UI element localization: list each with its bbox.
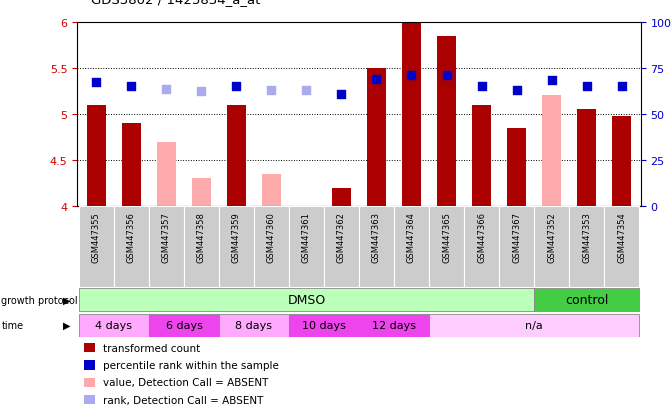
- Text: GSM447363: GSM447363: [372, 211, 381, 262]
- Bar: [472, 105, 491, 206]
- Text: GSM447354: GSM447354: [617, 211, 626, 262]
- Point: [616, 84, 627, 90]
- Text: GSM447364: GSM447364: [407, 211, 416, 262]
- Text: GDS3802 / 1425834_a_at: GDS3802 / 1425834_a_at: [91, 0, 260, 6]
- Bar: [359, 314, 429, 337]
- Point: [91, 79, 102, 86]
- Bar: [464, 206, 499, 287]
- Bar: [289, 314, 359, 337]
- Bar: [569, 206, 604, 287]
- Text: rank, Detection Call = ABSENT: rank, Detection Call = ABSENT: [103, 395, 263, 405]
- Bar: [79, 206, 114, 287]
- Text: growth protocol: growth protocol: [1, 295, 78, 305]
- Bar: [332, 188, 351, 206]
- Bar: [437, 36, 456, 206]
- Text: 8 days: 8 days: [236, 320, 272, 330]
- Bar: [157, 142, 176, 206]
- Bar: [87, 105, 106, 206]
- Bar: [402, 23, 421, 206]
- Bar: [227, 105, 246, 206]
- Text: 6 days: 6 days: [166, 320, 203, 330]
- Text: GSM447361: GSM447361: [302, 211, 311, 262]
- Text: GSM447367: GSM447367: [512, 211, 521, 262]
- Point: [476, 84, 487, 90]
- Text: 12 days: 12 days: [372, 320, 416, 330]
- Text: control: control: [565, 293, 608, 306]
- Bar: [122, 124, 141, 206]
- Bar: [359, 206, 394, 287]
- Point: [336, 91, 347, 98]
- Point: [196, 88, 207, 95]
- Bar: [367, 69, 386, 206]
- Bar: [219, 314, 289, 337]
- Point: [161, 86, 172, 93]
- Bar: [394, 206, 429, 287]
- Text: transformed count: transformed count: [103, 343, 200, 353]
- Bar: [219, 206, 254, 287]
- Point: [546, 77, 557, 84]
- Bar: [604, 206, 639, 287]
- Point: [511, 88, 522, 94]
- Bar: [254, 206, 289, 287]
- Bar: [149, 206, 184, 287]
- Bar: [534, 206, 569, 287]
- Text: 10 days: 10 days: [302, 320, 346, 330]
- Text: GSM447353: GSM447353: [582, 211, 591, 262]
- Bar: [542, 96, 561, 206]
- Point: [406, 73, 417, 79]
- Text: GSM447362: GSM447362: [337, 211, 346, 262]
- Text: GSM447356: GSM447356: [127, 211, 136, 262]
- Point: [301, 88, 312, 94]
- Bar: [324, 206, 359, 287]
- Bar: [79, 288, 534, 311]
- Text: GSM447358: GSM447358: [197, 211, 206, 262]
- Text: GSM447352: GSM447352: [547, 211, 556, 262]
- Text: percentile rank within the sample: percentile rank within the sample: [103, 360, 278, 370]
- Text: GSM447357: GSM447357: [162, 211, 171, 262]
- Point: [371, 76, 382, 83]
- Bar: [262, 174, 281, 206]
- Text: value, Detection Call = ABSENT: value, Detection Call = ABSENT: [103, 377, 268, 387]
- Point: [231, 84, 242, 90]
- Text: ▶: ▶: [63, 295, 70, 305]
- Bar: [114, 206, 149, 287]
- Point: [126, 84, 137, 90]
- Point: [441, 73, 452, 79]
- Point: [266, 88, 277, 94]
- Text: 4 days: 4 days: [95, 320, 132, 330]
- Bar: [289, 206, 324, 287]
- Text: n/a: n/a: [525, 320, 543, 330]
- Text: GSM447366: GSM447366: [477, 211, 486, 262]
- Text: GSM447365: GSM447365: [442, 211, 451, 262]
- Bar: [577, 110, 596, 206]
- Bar: [534, 288, 639, 311]
- Bar: [429, 206, 464, 287]
- Bar: [429, 314, 639, 337]
- Text: time: time: [1, 320, 23, 330]
- Text: GSM447360: GSM447360: [267, 211, 276, 262]
- Text: ▶: ▶: [63, 320, 70, 330]
- Point: [581, 84, 592, 90]
- Bar: [79, 314, 149, 337]
- Bar: [184, 206, 219, 287]
- Bar: [507, 128, 526, 206]
- Bar: [192, 179, 211, 206]
- Text: DMSO: DMSO: [287, 293, 325, 306]
- Bar: [499, 206, 534, 287]
- Text: GSM447359: GSM447359: [232, 211, 241, 262]
- Bar: [149, 314, 219, 337]
- Bar: [612, 116, 631, 206]
- Text: GSM447355: GSM447355: [92, 211, 101, 262]
